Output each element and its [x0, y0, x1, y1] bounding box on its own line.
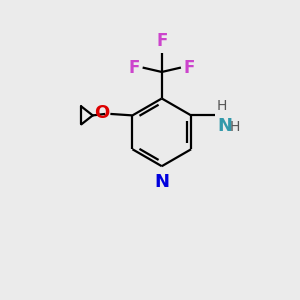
Text: H: H — [230, 120, 240, 134]
Text: N: N — [154, 173, 169, 191]
Text: F: F — [183, 58, 195, 76]
Text: O: O — [94, 104, 109, 122]
Text: H: H — [217, 99, 227, 113]
Text: F: F — [129, 58, 140, 76]
Text: N: N — [217, 117, 232, 135]
Text: F: F — [156, 32, 167, 50]
